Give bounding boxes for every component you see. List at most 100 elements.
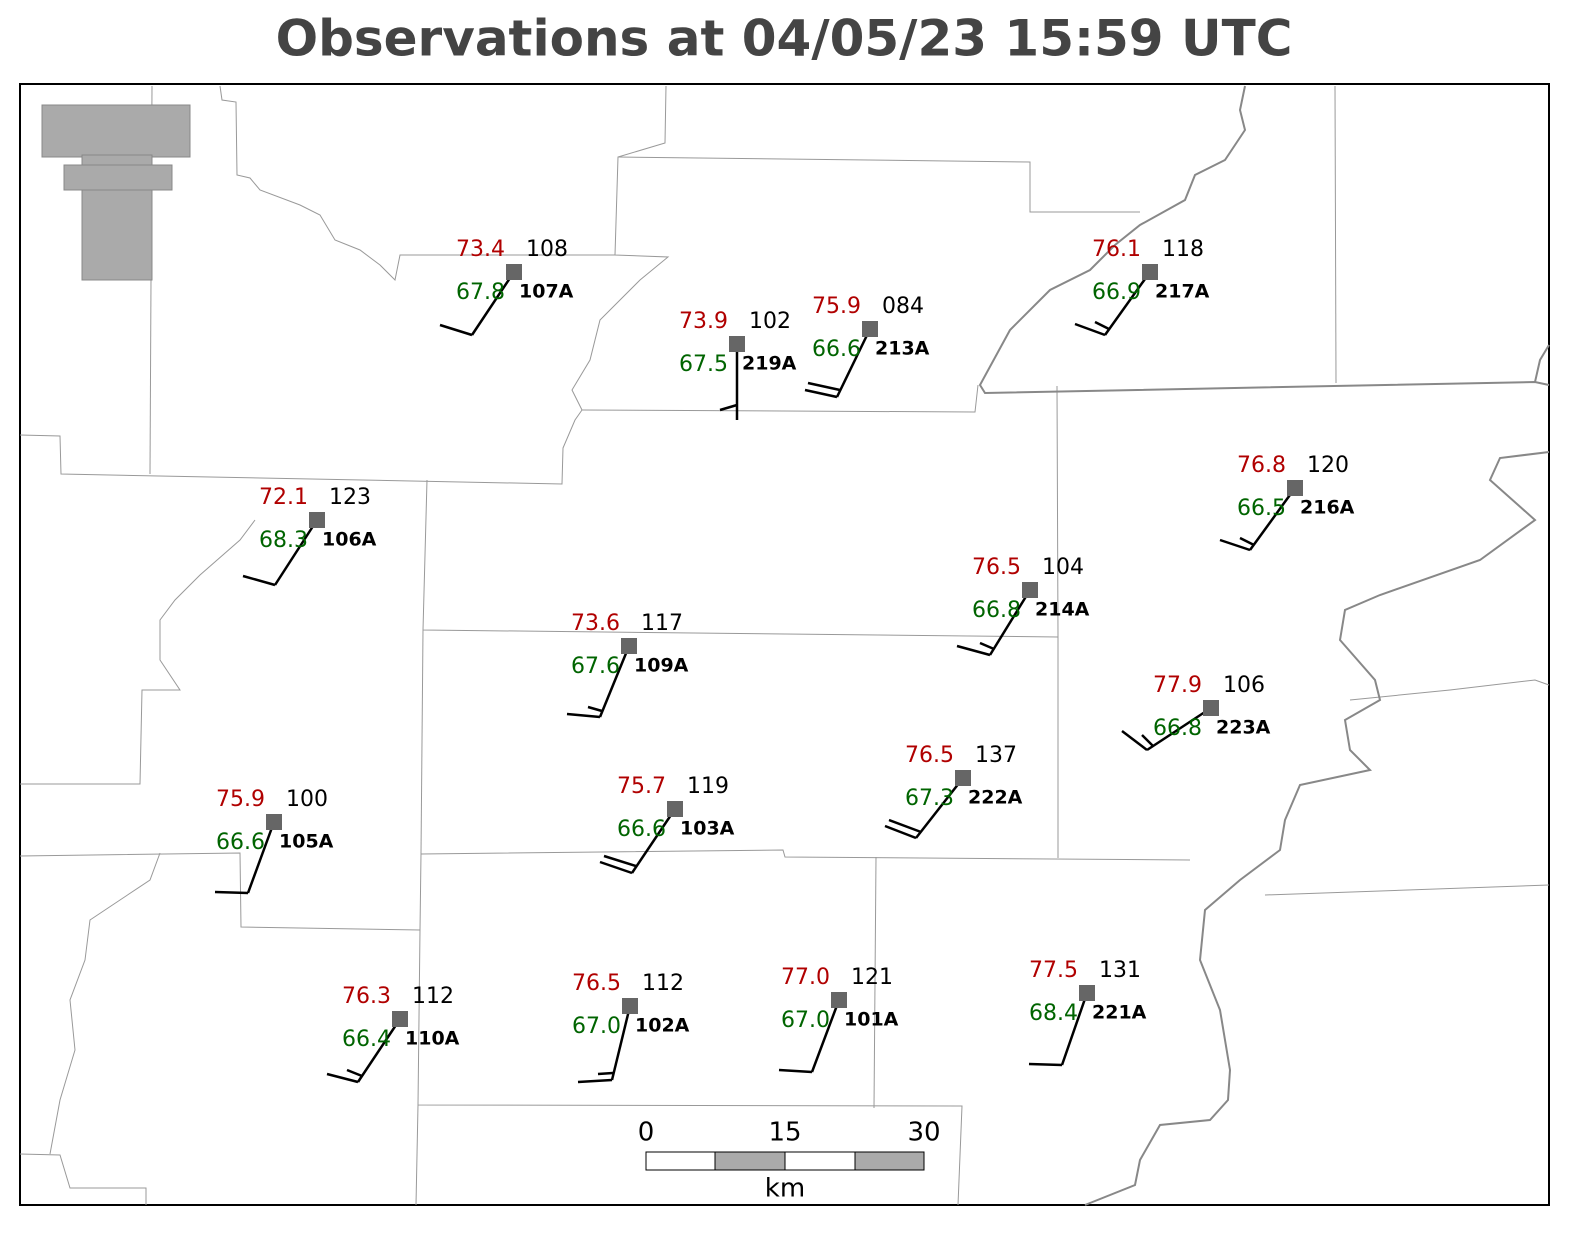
- wind-barb: [214, 890, 249, 895]
- dewpoint: 66.4: [342, 1027, 391, 1052]
- wind-barb: [804, 388, 838, 399]
- station-marker: [862, 321, 878, 337]
- dewpoint: 66.5: [1237, 496, 1286, 521]
- dewpoint: 66.9: [1092, 280, 1141, 305]
- pressure: 108: [526, 237, 568, 262]
- station-plot: 76.3 112 66.4 110A: [326, 984, 460, 1084]
- dewpoint: 67.6: [571, 654, 620, 679]
- wind-barb: [835, 328, 872, 398]
- wind-barb: [273, 519, 319, 586]
- wind-barb: [1146, 706, 1212, 752]
- station-id: 110A: [405, 1028, 460, 1050]
- temperature: 76.5: [972, 555, 1021, 580]
- wind-barb: [988, 589, 1032, 656]
- wind-barb: [888, 818, 922, 834]
- station-plot: 75.9 100 66.6 105A: [214, 787, 334, 895]
- pressure: 131: [1099, 958, 1141, 983]
- logo: [41, 104, 191, 281]
- dewpoint: 67.0: [572, 1014, 621, 1039]
- station-id: 101A: [844, 1009, 899, 1031]
- station-id: 107A: [519, 281, 574, 303]
- station-plot: 76.5 104 66.8 214A: [956, 555, 1090, 657]
- temperature: 77.9: [1153, 673, 1202, 698]
- dewpoint: 67.8: [456, 280, 505, 305]
- dewpoint: 67.3: [905, 786, 954, 811]
- wind-barb: [915, 777, 964, 839]
- station-id: 102A: [635, 1015, 690, 1037]
- temperature: 77.5: [1029, 958, 1078, 983]
- station-marker: [955, 770, 971, 786]
- temperature: 76.5: [905, 743, 954, 768]
- station-plot: 76.1 118 66.9 217A: [1074, 237, 1210, 337]
- wind-barb: [597, 1071, 614, 1076]
- wind-barb: [1103, 271, 1152, 336]
- pressure: 121: [851, 965, 893, 990]
- wind-barb: [356, 1018, 402, 1083]
- pressure: 123: [329, 485, 371, 510]
- temperature: 75.9: [812, 294, 861, 319]
- temperature: 73.9: [679, 309, 728, 334]
- scale-label: 0: [638, 1118, 655, 1148]
- wind-barb: [630, 808, 677, 874]
- pressure: 119: [687, 774, 729, 799]
- wind-barb: [598, 645, 631, 718]
- station-id: 222A: [968, 787, 1023, 809]
- station-marker: [506, 264, 522, 280]
- wind-barb: [979, 641, 995, 651]
- station-id: 213A: [875, 338, 930, 360]
- scale-label: 30: [907, 1118, 940, 1148]
- station-plot: 73.4 108 67.8 107A: [439, 237, 574, 337]
- map-title: Observations at 04/05/23 15:59 UTC: [276, 10, 1293, 68]
- station-id: 109A: [634, 655, 689, 677]
- pressure: 106: [1223, 673, 1265, 698]
- station-marker: [1287, 480, 1303, 496]
- station-id: 106A: [322, 529, 377, 551]
- station-marker: [622, 998, 638, 1014]
- dewpoint: 67.0: [781, 1008, 830, 1033]
- pressure: 104: [1042, 555, 1084, 580]
- wind-barb: [810, 999, 841, 1073]
- wind-barb: [242, 574, 276, 587]
- boundaries: [19, 85, 1550, 1206]
- pressure: 112: [412, 984, 454, 1009]
- scale-label: 15: [768, 1118, 801, 1148]
- temperature: 76.8: [1237, 453, 1286, 478]
- station-id: 216A: [1300, 497, 1355, 519]
- dewpoint: 66.6: [216, 830, 265, 855]
- scale-unit: km: [765, 1174, 805, 1204]
- station-id: 214A: [1035, 599, 1090, 621]
- wind-barb: [719, 403, 738, 412]
- station-marker: [309, 512, 325, 528]
- station-plot: 73.6 117 67.6 109A: [566, 611, 689, 719]
- wind-barb: [1141, 734, 1154, 747]
- wind-barb: [778, 1068, 813, 1074]
- station-id: 219A: [742, 353, 797, 375]
- dewpoint: 66.6: [812, 337, 861, 362]
- temperature: 76.1: [1092, 237, 1141, 262]
- dewpoint: 66.8: [1153, 716, 1202, 741]
- dewpoint: 67.5: [679, 352, 728, 377]
- station-id: 217A: [1155, 281, 1210, 303]
- pressure: 102: [749, 309, 791, 334]
- station-marker: [1203, 700, 1219, 716]
- station-marker: [667, 801, 683, 817]
- temperature: 72.1: [259, 485, 308, 510]
- wind-barb: [1060, 992, 1089, 1066]
- station-plot: 75.9 084 66.6 213A: [804, 294, 930, 399]
- temperature: 73.4: [456, 237, 505, 262]
- station-plot: 77.5 131 68.4 221A: [1028, 958, 1147, 1067]
- wind-barb: [1248, 487, 1297, 551]
- wind-barb: [603, 854, 637, 868]
- temperature: 77.0: [781, 965, 830, 990]
- dewpoint: 66.8: [972, 598, 1021, 623]
- wind-barb: [326, 1072, 359, 1084]
- temperature: 75.9: [216, 787, 265, 812]
- temperature: 73.6: [571, 611, 620, 636]
- dewpoint: 66.6: [617, 817, 666, 842]
- wind-barb: [1028, 1062, 1063, 1067]
- station-marker: [1022, 582, 1038, 598]
- station-plot: 76.5 112 67.0 102A: [572, 971, 690, 1084]
- wind-barb: [1074, 322, 1106, 337]
- temperature: 76.3: [342, 984, 391, 1009]
